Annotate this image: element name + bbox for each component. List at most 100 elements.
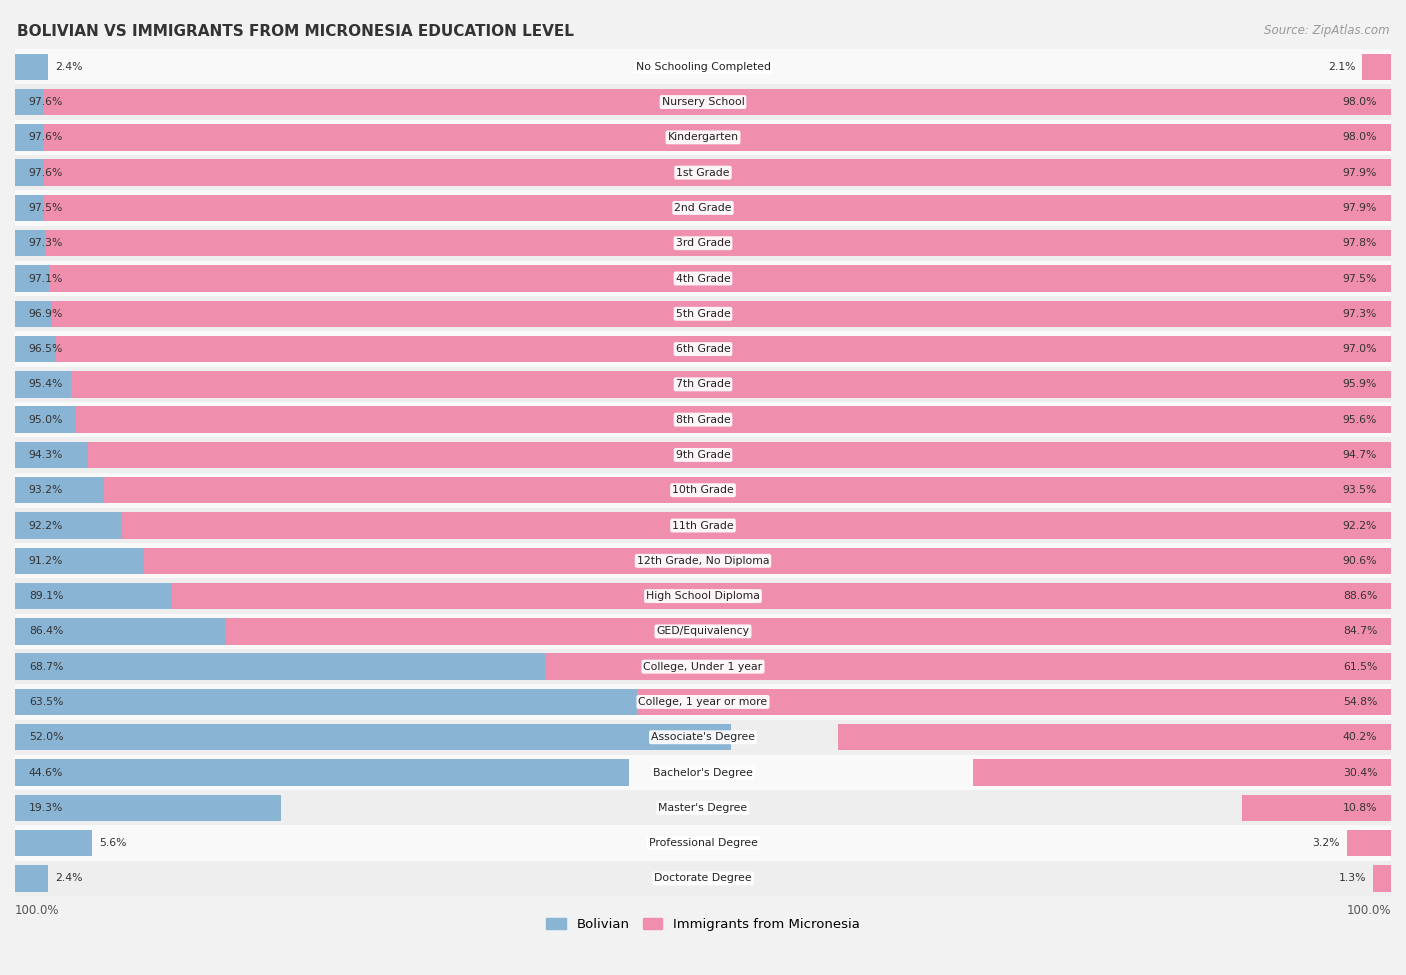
Bar: [45, 230, 1391, 256]
Text: 98.0%: 98.0%: [1343, 98, 1378, 107]
Text: 94.7%: 94.7%: [1343, 449, 1378, 460]
Text: 5.6%: 5.6%: [98, 838, 127, 848]
Bar: [15, 613, 1391, 649]
Legend: Bolivian, Immigrants from Micronesia: Bolivian, Immigrants from Micronesia: [541, 913, 865, 936]
Text: 97.9%: 97.9%: [1343, 203, 1378, 213]
Bar: [1243, 795, 1391, 821]
Bar: [42, 89, 1391, 115]
Text: 100.0%: 100.0%: [1347, 904, 1391, 916]
Text: Bachelor's Degree: Bachelor's Degree: [652, 767, 754, 777]
Text: 97.3%: 97.3%: [1343, 309, 1378, 319]
Bar: [15, 155, 1391, 190]
Bar: [838, 724, 1391, 751]
Bar: [15, 684, 1391, 720]
Text: 97.5%: 97.5%: [28, 203, 63, 213]
Bar: [15, 371, 1327, 398]
Text: 7th Grade: 7th Grade: [676, 379, 730, 389]
Text: 19.3%: 19.3%: [28, 802, 63, 813]
Bar: [15, 583, 1241, 609]
Text: College, 1 year or more: College, 1 year or more: [638, 697, 768, 707]
Text: 97.9%: 97.9%: [1343, 168, 1378, 177]
Text: 61.5%: 61.5%: [1343, 662, 1378, 672]
Text: 54.8%: 54.8%: [1343, 697, 1378, 707]
Text: 12th Grade, No Diploma: 12th Grade, No Diploma: [637, 556, 769, 566]
Bar: [15, 230, 1354, 256]
Text: BOLIVIAN VS IMMIGRANTS FROM MICRONESIA EDUCATION LEVEL: BOLIVIAN VS IMMIGRANTS FROM MICRONESIA E…: [17, 24, 574, 39]
Bar: [15, 261, 1391, 296]
Bar: [52, 300, 1391, 327]
Text: 91.2%: 91.2%: [28, 556, 63, 566]
Bar: [15, 548, 1270, 574]
Text: 44.6%: 44.6%: [28, 767, 63, 777]
Text: 97.0%: 97.0%: [1343, 344, 1378, 354]
Bar: [15, 543, 1391, 578]
Text: 2.4%: 2.4%: [55, 61, 83, 72]
Text: 95.4%: 95.4%: [28, 379, 63, 389]
Text: 2nd Grade: 2nd Grade: [675, 203, 731, 213]
Bar: [15, 512, 1284, 539]
Text: 92.2%: 92.2%: [28, 521, 63, 530]
Text: GED/Equivalency: GED/Equivalency: [657, 626, 749, 637]
Text: 3.2%: 3.2%: [1313, 838, 1340, 848]
Bar: [15, 54, 48, 80]
Bar: [15, 85, 1391, 120]
Text: Associate's Degree: Associate's Degree: [651, 732, 755, 742]
Bar: [15, 653, 960, 680]
Text: 2.4%: 2.4%: [55, 874, 83, 883]
Text: Master's Degree: Master's Degree: [658, 802, 748, 813]
Text: 3rd Grade: 3rd Grade: [675, 238, 731, 249]
Bar: [172, 583, 1391, 609]
Text: 95.0%: 95.0%: [28, 414, 63, 425]
Text: 9th Grade: 9th Grade: [676, 449, 730, 460]
Bar: [15, 120, 1391, 155]
Bar: [15, 790, 1391, 826]
Text: 100.0%: 100.0%: [15, 904, 59, 916]
Bar: [15, 300, 1348, 327]
Bar: [15, 865, 48, 892]
Bar: [15, 89, 1358, 115]
Bar: [15, 830, 91, 856]
Bar: [15, 795, 281, 821]
Text: 95.6%: 95.6%: [1343, 414, 1378, 425]
Bar: [637, 688, 1391, 716]
Bar: [1347, 830, 1391, 856]
Text: 97.6%: 97.6%: [28, 168, 63, 177]
Bar: [15, 159, 1358, 186]
Bar: [15, 195, 1357, 221]
Text: Source: ZipAtlas.com: Source: ZipAtlas.com: [1264, 24, 1389, 37]
Text: 2.1%: 2.1%: [1327, 61, 1355, 72]
Text: 8th Grade: 8th Grade: [676, 414, 730, 425]
Bar: [15, 265, 1351, 292]
Text: 10th Grade: 10th Grade: [672, 486, 734, 495]
Text: 97.1%: 97.1%: [28, 274, 63, 284]
Bar: [15, 649, 1391, 684]
Bar: [15, 438, 1391, 473]
Bar: [44, 195, 1391, 221]
Bar: [122, 512, 1391, 539]
Bar: [15, 225, 1391, 261]
Bar: [15, 618, 1204, 644]
Bar: [15, 508, 1391, 543]
Bar: [15, 332, 1391, 367]
Text: 86.4%: 86.4%: [28, 626, 63, 637]
Bar: [15, 190, 1391, 225]
Bar: [15, 760, 628, 786]
Bar: [15, 335, 1343, 363]
Text: 97.6%: 97.6%: [28, 133, 63, 142]
Text: High School Diploma: High School Diploma: [647, 591, 759, 602]
Text: 95.9%: 95.9%: [1343, 379, 1378, 389]
Bar: [89, 442, 1391, 468]
Text: 40.2%: 40.2%: [1343, 732, 1378, 742]
Bar: [56, 335, 1391, 363]
Bar: [15, 473, 1391, 508]
Text: 88.6%: 88.6%: [1343, 591, 1378, 602]
Text: 97.6%: 97.6%: [28, 98, 63, 107]
Bar: [15, 755, 1391, 790]
Bar: [76, 407, 1391, 433]
Text: College, Under 1 year: College, Under 1 year: [644, 662, 762, 672]
Text: 96.5%: 96.5%: [28, 344, 63, 354]
Bar: [973, 760, 1391, 786]
Text: 94.3%: 94.3%: [28, 449, 63, 460]
Bar: [15, 720, 1391, 755]
Bar: [15, 49, 1391, 85]
